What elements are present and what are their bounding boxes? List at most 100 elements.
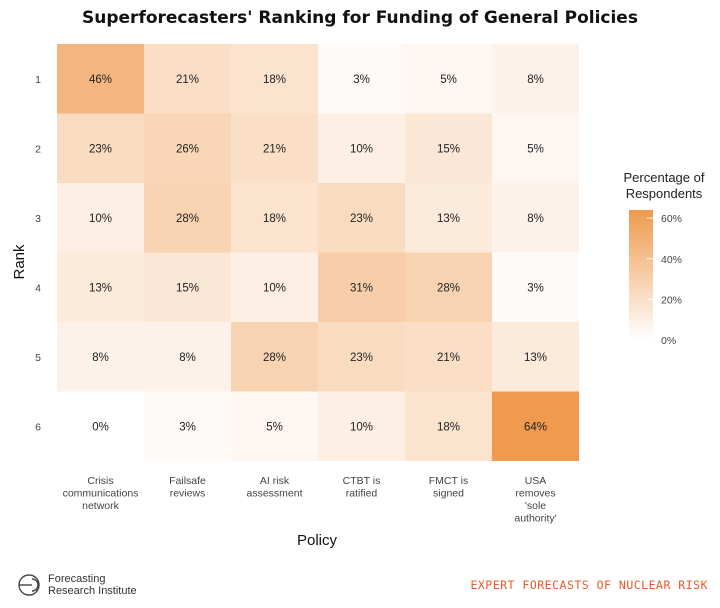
heatmap-cell-r3-c4 [318,183,405,253]
cell-value-label: 3% [179,421,196,433]
logo-line-2: Research Institute [48,585,137,597]
x-tick-label-line: authority' [514,513,556,525]
x-tick-label-line: CTBT is [343,475,381,487]
legend-tick-label: 20% [661,294,682,306]
heatmap-cell-r3-c2 [144,183,231,253]
x-tick-label-line: 'sole [525,500,546,512]
cell-value-label: 5% [440,74,457,86]
cell-value-label: 23% [350,213,373,225]
heatmap-cell-r6-c1 [57,391,144,461]
heatmap-cell-r5-c4 [318,322,405,392]
heatmap-cell-r4-c3 [231,252,318,322]
heatmap-cell-r2-c2 [144,113,231,183]
x-tick-label-line: Failsafe [169,475,206,487]
heatmap-cell-r1-c2 [144,44,231,114]
chart-title: Superforecasters' Ranking for Funding of… [82,8,638,28]
footer-tagline: EXPERT FORECASTS OF NUCLEAR RISK [470,578,708,592]
heatmap-cell-r1-c6 [492,44,579,114]
legend-title-line-2: Respondents [626,186,703,201]
x-tick-label-line: removes [515,488,555,500]
cell-value-label: 18% [263,213,286,225]
cell-value-label: 3% [353,74,370,86]
x-tick-label-line: reviews [170,488,206,500]
cell-value-label: 26% [176,143,199,155]
cell-value-label: 15% [176,282,199,294]
cell-value-label: 13% [89,282,112,294]
heatmap-cell-r3-c5 [405,183,492,253]
x-tick-label-line: FMCT is [429,475,468,487]
heatmap-cell-r5-c6 [492,322,579,392]
fri-logo: Forecasting Research Institute [16,572,137,598]
heatmap-cell-r2-c5 [405,113,492,183]
cell-value-label: 8% [527,213,544,225]
cell-value-label: 21% [176,74,199,86]
y-axis-ticks: 1 2 3 4 5 6 [35,74,41,434]
heatmap-cell-r3-c1 [57,183,144,253]
legend-tick-label: 40% [661,254,682,266]
heatmap-cell-r5-c3 [231,322,318,392]
cell-value-label: 21% [263,143,286,155]
cell-value-label: 13% [524,352,547,364]
cell-value-label: 28% [437,282,460,294]
heatmap-cell-r1-c5 [405,44,492,114]
cell-value-label: 23% [89,143,112,155]
cell-value-label: 5% [266,421,283,433]
heatmap-cell-r1-c3 [231,44,318,114]
cell-value-label: 10% [263,282,286,294]
y-tick-label: 3 [35,213,41,225]
heatmap-cell-r4-c2 [144,252,231,322]
x-tick-label: FMCT is signed [429,475,468,500]
cell-value-label: 28% [263,352,286,364]
heatmap-cell-r1-c1 [57,44,144,114]
cell-value-label: 8% [179,352,196,364]
cell-value-label: 46% [89,74,112,86]
cell-value-label: 21% [437,352,460,364]
legend-title-line-1: Percentage of [624,170,705,185]
x-tick-label: USA removes'sole authority' [514,475,556,525]
x-tick-label-line: AI risk [260,475,290,487]
x-tick-label-line: USA [525,475,547,487]
x-tick-label: Failsafe reviews [169,475,206,500]
heatmap-cell-r4-c4 [318,252,405,322]
heatmap-cell-r4-c1 [57,252,144,322]
cell-value-label: 13% [437,213,460,225]
heatmap-cell-r2-c6 [492,113,579,183]
cell-value-label: 18% [263,74,286,86]
heatmap-cell-r6-c5 [405,391,492,461]
cell-value-label: 8% [527,74,544,86]
x-tick-label: Crisis communications network [63,475,139,512]
heatmap-cell-r4-c5 [405,252,492,322]
heatmap-cell-r2-c3 [231,113,318,183]
heatmap-cell-r6-c4 [318,391,405,461]
x-tick-label-line: Crisis [87,475,113,487]
heatmap-cell-r2-c1 [57,113,144,183]
logo-text: Forecasting Research Institute [48,573,137,597]
heatmap-cells [57,44,579,461]
x-tick-label-line: network [82,500,120,512]
cell-value-label: 3% [527,282,544,294]
heatmap-cell-r4-c6 [492,252,579,322]
x-axis-title: Policy [297,532,338,549]
heatmap-cell-r3-c6 [492,183,579,253]
x-tick-label-line: assessment [246,488,302,500]
y-tick-label: 4 [35,282,41,294]
legend-ticks: 0% 20% 40% 60% [647,213,682,347]
legend-tick-label: 0% [661,335,676,347]
y-tick-label: 6 [35,421,41,433]
cell-value-label: 10% [350,421,373,433]
legend-color-bar [629,210,653,340]
heatmap-cell-r6-c6 [492,391,579,461]
fri-logo-icon [18,574,40,596]
x-tick-label: CTBT is ratified [343,475,381,500]
heatmap-cell-r1-c4 [318,44,405,114]
heatmap-cell-r6-c3 [231,391,318,461]
x-tick-label-line: signed [433,488,464,500]
heatmap-cell-r2-c4 [318,113,405,183]
cell-value-label: 10% [89,213,112,225]
cell-value-label: 5% [527,143,544,155]
heatmap-cell-labels: 46% 21% 18% 3% 5% 8% 23% 26% 21% 10% 15% 5% 10% 28% 18… [89,74,547,434]
heatmap-cell-r5-c1 [57,322,144,392]
cell-value-label: 8% [92,352,109,364]
cell-value-label: 23% [350,352,373,364]
color-legend: Percentage of Respondents 0% 20% 40% 60% [624,170,705,347]
